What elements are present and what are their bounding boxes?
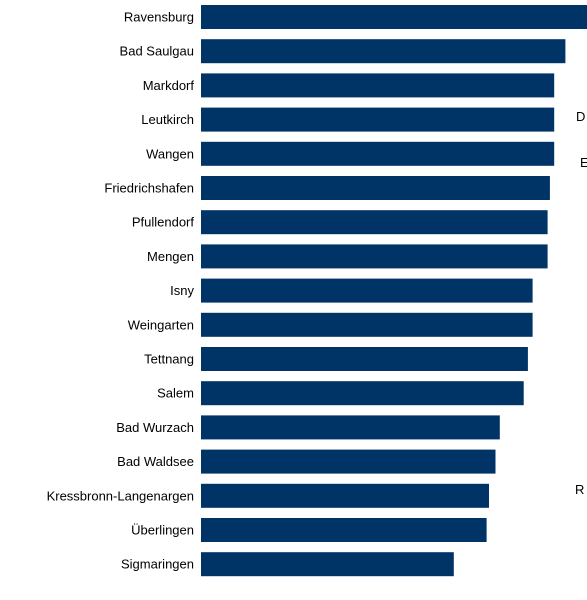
category-label-12: Bad Wurzach bbox=[116, 420, 194, 435]
category-label-16: Sigmaringen bbox=[121, 557, 194, 572]
bar-11 bbox=[201, 381, 524, 406]
category-label-15: Überlingen bbox=[131, 523, 194, 538]
bar-4 bbox=[201, 141, 555, 166]
category-label-2: Markdorf bbox=[143, 78, 195, 93]
category-label-1: Bad Saulgau bbox=[120, 44, 194, 59]
category-label-7: Mengen bbox=[147, 249, 194, 264]
bar-0 bbox=[201, 5, 587, 29]
side-label-e: E bbox=[580, 155, 587, 170]
category-label-14: Kressbronn-Langenargen bbox=[47, 488, 194, 503]
bar-3 bbox=[201, 107, 555, 132]
category-label-13: Bad Waldsee bbox=[117, 454, 194, 469]
side-label-d: D bbox=[576, 109, 586, 124]
bar-8 bbox=[201, 278, 533, 303]
category-label-9: Weingarten bbox=[128, 317, 194, 332]
category-label-3: Leutkirch bbox=[141, 112, 194, 127]
bars-group bbox=[201, 5, 587, 577]
bar-1 bbox=[201, 39, 566, 64]
bar-5 bbox=[201, 176, 550, 200]
side-label-r: R bbox=[575, 482, 585, 497]
bar-15 bbox=[201, 518, 487, 542]
bar-13 bbox=[201, 449, 496, 474]
bar-6 bbox=[201, 210, 548, 235]
bar-16 bbox=[201, 552, 454, 577]
bar-7 bbox=[201, 244, 548, 269]
category-label-6: Pfullendorf bbox=[132, 215, 195, 230]
category-label-4: Wangen bbox=[146, 146, 194, 161]
bar-9 bbox=[201, 312, 533, 337]
bar-14 bbox=[201, 483, 489, 508]
category-label-8: Isny bbox=[170, 283, 194, 298]
bar-12 bbox=[201, 415, 500, 440]
category-labels-group: Ravensburg Bad Saulgau Markdorf Leutkirch Wa… bbox=[47, 10, 195, 572]
category-label-5: Friedrichshafen bbox=[104, 181, 194, 196]
category-label-0: Ravensburg bbox=[124, 10, 194, 25]
category-label-11: Salem bbox=[157, 386, 194, 401]
bar-10 bbox=[201, 347, 528, 371]
bar-2 bbox=[201, 73, 555, 98]
category-label-10: Tettnang bbox=[144, 352, 194, 367]
